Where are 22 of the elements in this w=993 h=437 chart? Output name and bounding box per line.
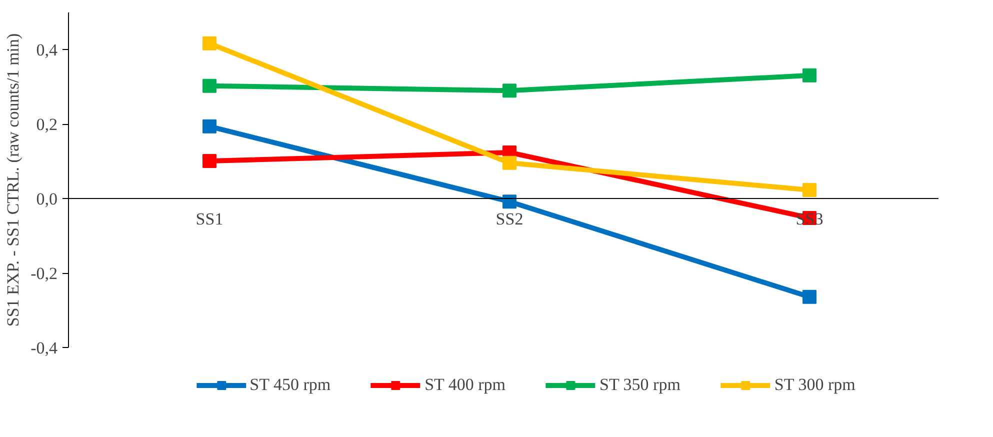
point — [502, 194, 516, 209]
legend-label: ST 400 rpm — [424, 375, 506, 395]
point — [502, 84, 516, 98]
point — [202, 78, 216, 93]
y-tick-label: 0,0 — [36, 190, 58, 209]
point — [802, 290, 816, 304]
point — [502, 156, 516, 170]
y-tick-label: 0,2 — [36, 115, 58, 134]
legend-label: ST 300 rpm — [774, 375, 856, 395]
y-tick-label: 0,4 — [36, 40, 58, 60]
y-axis-title: SS1 EXP. - SS1 CTRL. (raw counts/1 min) — [4, 33, 23, 327]
point — [202, 36, 216, 50]
y-tick-label: -0,2 — [30, 264, 58, 284]
point — [202, 119, 216, 134]
legend-label: ST 450 rpm — [250, 375, 331, 395]
point — [802, 183, 816, 198]
legend-label: ST 350 rpm — [600, 375, 680, 395]
point — [202, 154, 216, 168]
point — [802, 68, 816, 82]
y-tick-label: -0,4 — [30, 338, 58, 358]
x-tick-label: SS1 — [196, 210, 224, 229]
x-tick-label: SS2 — [496, 210, 524, 229]
